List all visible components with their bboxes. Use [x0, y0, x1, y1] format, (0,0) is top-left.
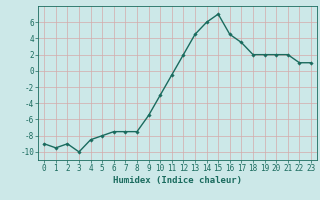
X-axis label: Humidex (Indice chaleur): Humidex (Indice chaleur) — [113, 176, 242, 185]
